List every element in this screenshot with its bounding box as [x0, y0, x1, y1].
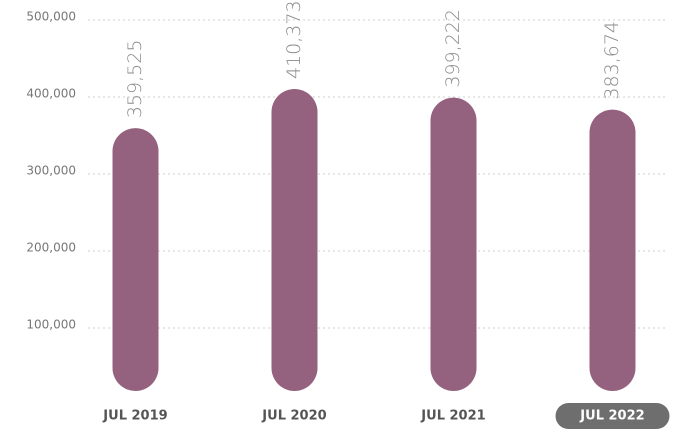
value-label: 410,373: [283, 0, 305, 79]
x-tick-label: JUL 2022: [579, 409, 644, 424]
bar: [112, 128, 159, 391]
bar: [589, 109, 636, 392]
bar: [271, 89, 318, 391]
bar: [430, 97, 477, 391]
x-tick-label: JUL 2019: [102, 409, 167, 424]
y-tick-label: 500,000: [26, 10, 76, 24]
y-tick-label: 300,000: [26, 164, 76, 178]
y-tick-label: 200,000: [26, 241, 76, 255]
x-tick-label: JUL 2020: [261, 409, 326, 424]
y-tick-label: 100,000: [26, 318, 76, 332]
value-label: 383,674: [601, 21, 623, 100]
value-label: 399,222: [442, 9, 464, 88]
highlight-pill: [555, 403, 670, 429]
x-tick-label: JUL 2021: [420, 409, 485, 424]
y-tick-label: 400,000: [26, 87, 76, 101]
value-label: 359,525: [124, 40, 146, 119]
